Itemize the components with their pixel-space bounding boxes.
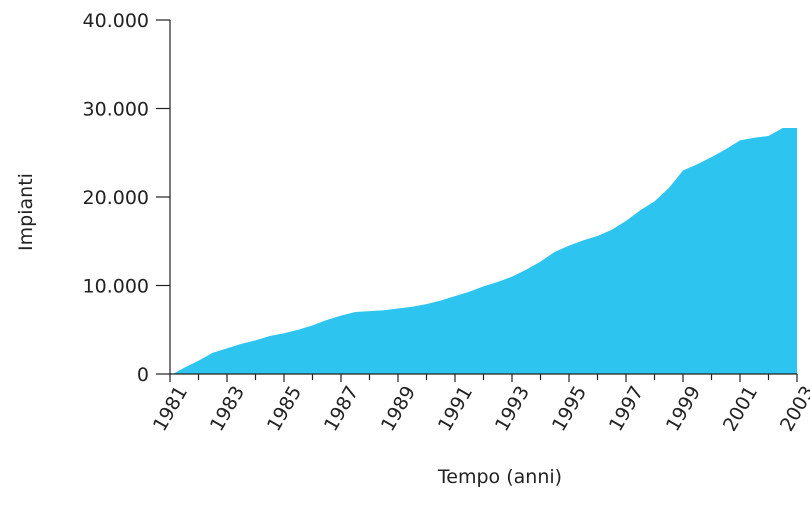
plot-area	[172, 127, 798, 374]
y-tick-label: 10.000	[83, 276, 149, 298]
x-axis-title: Tempo (anni)	[437, 466, 562, 488]
area-series-0	[172, 127, 798, 374]
y-tick-label: 40.000	[83, 10, 149, 32]
x-tick-label: 2001	[719, 382, 762, 435]
x-tick-label: 1983	[206, 382, 249, 435]
y-axis-title: Impianti	[15, 173, 37, 251]
x-tick-label: 1993	[491, 382, 534, 435]
x-tick-label: 1991	[434, 382, 477, 435]
x-tick-label: 1995	[548, 382, 591, 435]
x-tick-label: 1985	[263, 382, 306, 435]
x-tick-label: 2003	[776, 382, 810, 435]
y-axis: 0 10.000 20.000 30.000 40.000	[83, 10, 171, 386]
x-tick-label: 1999	[662, 382, 705, 435]
x-tick-label: 1987	[320, 382, 363, 435]
x-axis: 1981 1983 1985 1987 1989 1991 1993 1995 1997 1999…	[149, 373, 810, 435]
x-tick-label: 1989	[377, 382, 420, 435]
x-tick-label: 1981	[149, 382, 192, 435]
x-tick-label: 1997	[605, 382, 648, 435]
y-tick-label: 20.000	[83, 187, 149, 209]
y-tick-label: 30.000	[83, 99, 149, 121]
y-tick-label: 0	[137, 364, 149, 386]
